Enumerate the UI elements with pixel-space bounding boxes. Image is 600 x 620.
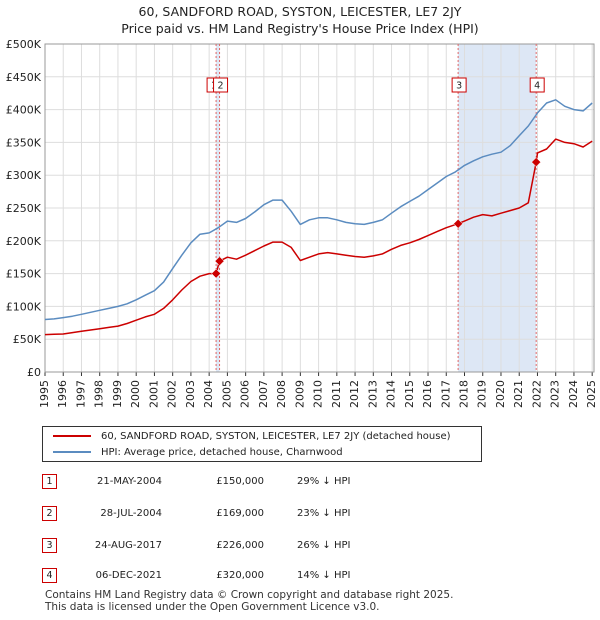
footer-copyright: Contains HM Land Registry data © Crown c… [45, 589, 454, 601]
legend-label-hpi: HPI: Average price, detached house, Char… [101, 447, 343, 458]
sale-price: £226,000 [216, 540, 264, 551]
footer-licence: This data is licensed under the Open Gov… [45, 601, 380, 613]
x-tick-label: 2025 [585, 380, 598, 408]
legend-entry-property: 60, SANDFORD ROAD, SYSTON, LEICESTER, LE… [53, 429, 451, 445]
x-tick-label: 1996 [56, 380, 69, 408]
legend: 60, SANDFORD ROAD, SYSTON, LEICESTER, LE… [42, 426, 482, 462]
x-tick-label: 2007 [257, 380, 270, 408]
x-tick-label: 2019 [476, 380, 489, 408]
y-tick-label: £150K [6, 268, 42, 281]
x-tick-label: 2015 [403, 380, 416, 408]
sale-row: 1 21-MAY-2004 £150,000 29% ↓ HPI [42, 472, 402, 492]
x-tick-label: 2000 [129, 380, 142, 408]
series-line [44, 99, 593, 321]
sale-hpi-diff: 26% ↓ HPI [297, 540, 351, 551]
sale-date: 06-DEC-2021 [95, 570, 162, 581]
y-tick-label: £0 [27, 366, 41, 379]
plot-border [44, 43, 595, 373]
x-tick-label: 2017 [439, 380, 452, 408]
sale-date: 24-AUG-2017 [94, 540, 162, 551]
legend-swatch-property [53, 435, 91, 437]
x-tick-label: 2022 [530, 380, 543, 408]
x-tick-label: 2005 [220, 380, 233, 408]
y-tick-label: £350K [6, 136, 42, 149]
y-tick-label: £500K [6, 38, 42, 51]
chart-title: 60, SANDFORD ROAD, SYSTON, LEICESTER, LE… [138, 4, 462, 19]
sale-point [211, 268, 221, 279]
x-tick-label: 1997 [74, 380, 87, 408]
sale-date: 28-JUL-2004 [100, 508, 162, 519]
x-tick-label: 2012 [348, 380, 361, 408]
x-tick-label: 2003 [184, 380, 197, 408]
chart-title-block: 60, SANDFORD ROAD, SYSTON, LEICESTER, LE… [0, 3, 600, 37]
x-tick-label: 2009 [293, 380, 306, 408]
x-tick-label: 2014 [385, 380, 398, 408]
x-tick-label: 2010 [312, 380, 325, 408]
y-tick-label: £250K [6, 202, 42, 215]
chart-subtitle: Price paid vs. HM Land Registry's House … [121, 21, 479, 36]
sale-point [531, 157, 542, 167]
x-tick-label: 2023 [549, 380, 562, 408]
y-tick-label: £50K [13, 333, 42, 346]
sale-hpi-diff: 29% ↓ HPI [297, 476, 351, 487]
sale-badge-label: 3 [456, 81, 462, 92]
y-tick-label: £400K [6, 104, 42, 117]
sale-date: 21-MAY-2004 [96, 476, 162, 487]
sale-point [214, 256, 225, 266]
sale-badge-marker [529, 77, 545, 93]
legend-swatch-hpi [53, 451, 91, 453]
sale-price: £150,000 [216, 476, 264, 487]
sale-point [453, 218, 463, 229]
sale-price: £169,000 [216, 508, 264, 519]
x-tick-label: 2006 [239, 380, 252, 408]
sale-row: 3 24-AUG-2017 £226,000 26% ↓ HPI [42, 536, 402, 556]
y-tick-label: £100K [6, 300, 42, 313]
sale-price: £320,000 [216, 570, 264, 581]
x-tick-label: 1998 [93, 380, 106, 408]
sale-badge: 1 [42, 474, 57, 489]
y-tick-label: £200K [6, 235, 42, 248]
x-tick-label: 2002 [166, 380, 179, 408]
x-tick-label: 2004 [202, 380, 215, 408]
x-tick-label: 2020 [494, 380, 507, 408]
x-tick-label: 2013 [366, 380, 379, 408]
x-tick-label: 2024 [567, 380, 580, 408]
series-line [44, 138, 593, 336]
price-chart: £0 £50K £100K £150K £200K £250K £300K £350K £400… [6, 38, 598, 408]
x-tick-label: 2016 [421, 380, 434, 408]
sale-badge-label: 2 [218, 81, 224, 92]
y-tick-label: £450K [6, 71, 42, 84]
legend-entry-hpi: HPI: Average price, detached house, Char… [53, 445, 343, 461]
sale-badge-marker [213, 77, 229, 93]
legend-label-property: 60, SANDFORD ROAD, SYSTON, LEICESTER, LE… [101, 431, 451, 442]
x-tick-label: 1999 [111, 380, 124, 408]
sale-badge: 2 [42, 506, 57, 521]
sale-hpi-diff: 14% ↓ HPI [297, 570, 351, 581]
sale-badge-marker [451, 77, 467, 93]
sale-badge: 3 [42, 538, 57, 553]
x-tick-label: 2021 [512, 380, 525, 408]
sale-badge-label: 4 [534, 81, 540, 92]
sale-row: 4 06-DEC-2021 £320,000 14% ↓ HPI [42, 566, 402, 586]
x-tick-label: 2011 [330, 380, 343, 408]
y-tick-label: £300K [6, 169, 42, 182]
x-tick-label: 2018 [458, 380, 471, 408]
footer: Contains HM Land Registry data © Crown c… [45, 589, 453, 613]
x-tick-label: 2001 [147, 380, 160, 408]
sale-hpi-diff: 23% ↓ HPI [297, 508, 351, 519]
sale-badge: 4 [42, 568, 57, 583]
sale-row: 2 28-JUL-2004 £169,000 23% ↓ HPI [42, 504, 402, 524]
x-tick-label: 2008 [275, 380, 288, 408]
x-tick-label: 1995 [38, 380, 51, 408]
